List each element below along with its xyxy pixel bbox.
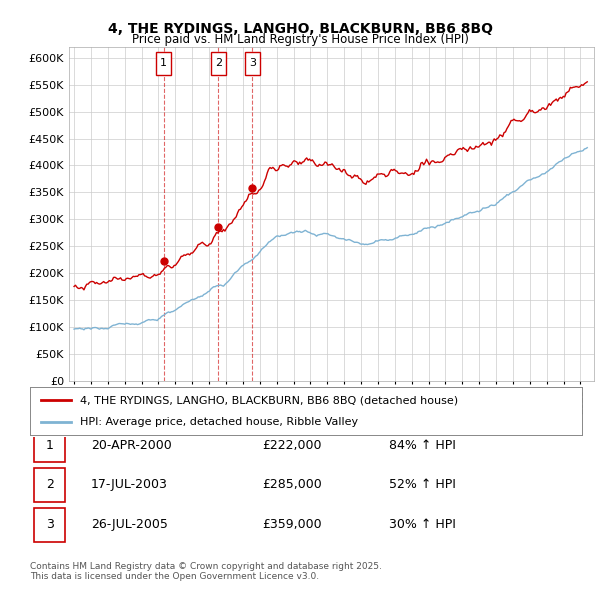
Text: 3: 3 — [46, 519, 53, 532]
Bar — [156, 51, 171, 75]
Text: 17-JUL-2003: 17-JUL-2003 — [91, 478, 167, 491]
Text: 20-APR-2000: 20-APR-2000 — [91, 438, 172, 451]
Text: 4, THE RYDINGS, LANGHO, BLACKBURN, BB6 8BQ: 4, THE RYDINGS, LANGHO, BLACKBURN, BB6 8… — [107, 22, 493, 37]
Bar — [34, 468, 65, 502]
Text: £285,000: £285,000 — [262, 478, 322, 491]
Text: Contains HM Land Registry data © Crown copyright and database right 2025.
This d: Contains HM Land Registry data © Crown c… — [30, 562, 382, 581]
Bar — [34, 428, 65, 462]
Text: HPI: Average price, detached house, Ribble Valley: HPI: Average price, detached house, Ribb… — [80, 417, 358, 427]
Text: 2: 2 — [215, 58, 222, 68]
Bar — [245, 51, 260, 75]
Bar — [211, 51, 226, 75]
Bar — [34, 508, 65, 542]
Text: 1: 1 — [160, 58, 167, 68]
Text: 30% ↑ HPI: 30% ↑ HPI — [389, 519, 455, 532]
Text: 26-JUL-2005: 26-JUL-2005 — [91, 519, 167, 532]
Text: £359,000: £359,000 — [262, 519, 322, 532]
Text: £222,000: £222,000 — [262, 438, 322, 451]
Text: 84% ↑ HPI: 84% ↑ HPI — [389, 438, 455, 451]
Text: 1: 1 — [46, 438, 53, 451]
Text: Price paid vs. HM Land Registry's House Price Index (HPI): Price paid vs. HM Land Registry's House … — [131, 33, 469, 46]
Text: 4, THE RYDINGS, LANGHO, BLACKBURN, BB6 8BQ (detached house): 4, THE RYDINGS, LANGHO, BLACKBURN, BB6 8… — [80, 395, 458, 405]
Text: 2: 2 — [46, 478, 53, 491]
Text: 3: 3 — [249, 58, 256, 68]
Text: 52% ↑ HPI: 52% ↑ HPI — [389, 478, 455, 491]
